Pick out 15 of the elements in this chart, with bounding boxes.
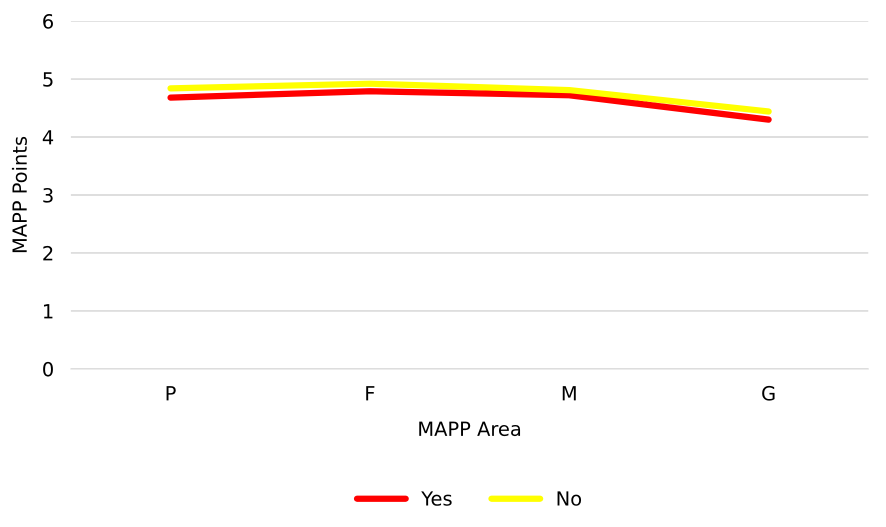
legend-label: No bbox=[558, 491, 582, 506]
y-axis-title: MAPP Points bbox=[12, 136, 27, 252]
x-tick-label: P bbox=[166, 386, 176, 400]
y-tick-label: 5 bbox=[43, 72, 53, 87]
x-axis-title: MAPP Area bbox=[419, 422, 520, 436]
y-tick-label: 3 bbox=[43, 188, 53, 203]
y-tick-label: 2 bbox=[43, 246, 52, 260]
x-tick-label: M bbox=[562, 386, 576, 400]
y-tick-label: 6 bbox=[43, 14, 53, 29]
x-tick-label: F bbox=[366, 386, 374, 400]
y-tick-label: 1 bbox=[44, 304, 52, 318]
y-tick-label: 0 bbox=[43, 362, 53, 377]
x-tick-label: G bbox=[762, 386, 775, 401]
y-tick-label: 4 bbox=[42, 130, 54, 144]
legend-label: Yes bbox=[421, 491, 452, 506]
